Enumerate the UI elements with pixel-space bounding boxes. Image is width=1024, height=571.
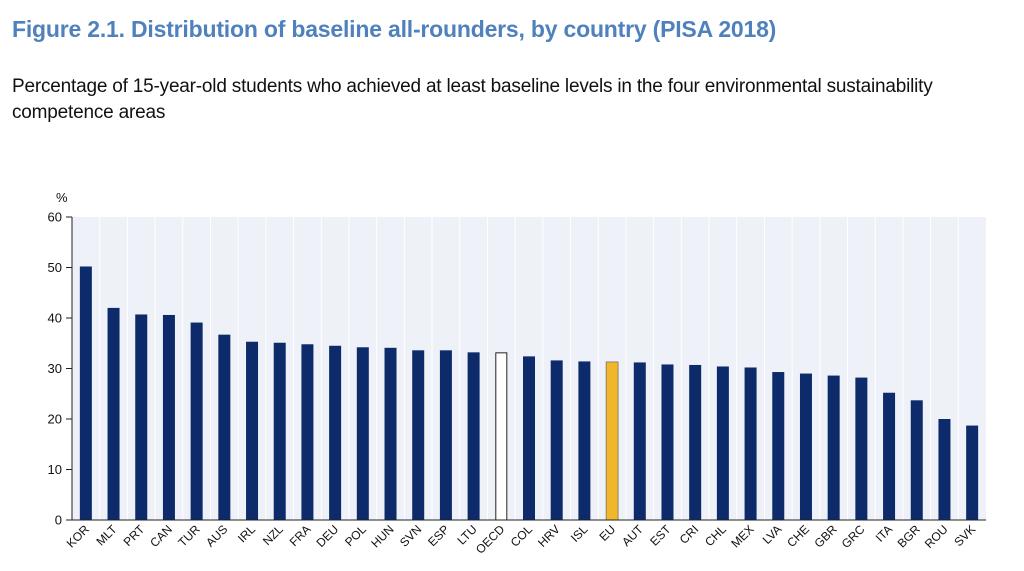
x-tick-label-che: CHE bbox=[784, 522, 812, 550]
y-tick-label: 40 bbox=[48, 311, 62, 326]
bar-fra bbox=[301, 344, 314, 520]
figure-subtitle: Percentage of 15-year-old students who a… bbox=[12, 76, 933, 123]
x-tick-label-pol: POL bbox=[342, 522, 369, 549]
bar-eu bbox=[605, 361, 619, 521]
x-tick-label-can: CAN bbox=[147, 522, 175, 550]
bar-deu bbox=[329, 345, 342, 520]
bar-kor bbox=[79, 266, 92, 520]
x-tick-label-oecd: OECD bbox=[473, 522, 508, 557]
bar-svk bbox=[966, 425, 979, 520]
bar-rou bbox=[938, 419, 951, 520]
x-tick-label-est: EST bbox=[647, 522, 674, 549]
x-tick-label-prt: PRT bbox=[121, 522, 148, 549]
bar-irl bbox=[246, 341, 259, 520]
bar-grc bbox=[855, 377, 868, 520]
bar-mex bbox=[744, 367, 757, 520]
bar-ltu bbox=[467, 352, 480, 520]
bar-hrv bbox=[550, 360, 563, 520]
bar-hun bbox=[384, 347, 397, 520]
bar-cri bbox=[689, 364, 702, 520]
x-tick-label-bgr: BGR bbox=[895, 522, 924, 551]
x-tick-label-cri: CRI bbox=[677, 522, 702, 547]
x-tick-label-svk: SVK bbox=[951, 522, 978, 549]
x-tick-label-esp: ESP bbox=[425, 522, 452, 549]
y-tick-label: 30 bbox=[48, 361, 62, 376]
x-tick-label-hun: HUN bbox=[368, 522, 396, 550]
bar-chl bbox=[716, 366, 729, 520]
x-tick-label-tur: TUR bbox=[175, 522, 203, 550]
x-tick-label-hrv: HRV bbox=[535, 522, 563, 550]
bar-aut bbox=[633, 362, 646, 520]
bar-ita bbox=[883, 392, 896, 520]
x-tick-label-grc: GRC bbox=[839, 522, 868, 551]
bar-est bbox=[661, 364, 674, 520]
bar-isl bbox=[578, 361, 591, 520]
y-tick-label: 20 bbox=[48, 412, 62, 427]
y-tick-label: 0 bbox=[55, 513, 62, 528]
x-tick-label-ita: ITA bbox=[873, 522, 895, 544]
bar-svn bbox=[412, 350, 425, 520]
x-tick-label-fra: FRA bbox=[287, 522, 314, 549]
y-axis-unit: % bbox=[56, 190, 68, 205]
x-tick-label-eu: EU bbox=[597, 522, 619, 544]
bar-aus bbox=[218, 334, 231, 520]
x-tick-label-rou: ROU bbox=[922, 522, 951, 551]
x-tick-label-col: COL bbox=[508, 522, 536, 550]
bar-prt bbox=[135, 314, 148, 520]
bar-lva bbox=[772, 372, 785, 520]
y-tick-label: 60 bbox=[48, 210, 62, 225]
bar-tur bbox=[190, 322, 203, 520]
y-tick-label: 50 bbox=[48, 260, 62, 275]
x-tick-label-isl: ISL bbox=[568, 522, 591, 545]
bar-can bbox=[162, 314, 175, 520]
bar-gbr bbox=[827, 375, 840, 520]
x-tick-label-irl: IRL bbox=[235, 522, 258, 545]
bar-bgr bbox=[910, 400, 923, 520]
y-tick-label: 10 bbox=[48, 462, 62, 477]
x-tick-label-gbr: GBR bbox=[811, 522, 840, 551]
x-tick-label-lva: LVA bbox=[760, 522, 785, 547]
bar-nzl bbox=[273, 342, 286, 520]
x-tick-label-svn: SVN bbox=[397, 522, 424, 549]
bar-pol bbox=[356, 347, 369, 520]
x-tick-label-chl: CHL bbox=[702, 522, 729, 549]
x-tick-label-kor: KOR bbox=[64, 522, 93, 551]
bar-mlt bbox=[107, 307, 120, 520]
bar-oecd bbox=[495, 352, 508, 521]
bar-col bbox=[523, 356, 535, 520]
bar-che bbox=[799, 373, 812, 520]
x-tick-label-mlt: MLT bbox=[93, 522, 120, 549]
x-tick-label-aus: AUS bbox=[203, 522, 230, 549]
x-tick-label-mex: MEX bbox=[728, 522, 756, 550]
x-tick-label-aut: AUT bbox=[619, 522, 646, 549]
bar-esp bbox=[439, 350, 452, 520]
figure-title: Figure 2.1. Distribution of baseline all… bbox=[12, 16, 777, 42]
x-tick-label-deu: DEU bbox=[313, 522, 341, 550]
x-tick-label-nzl: NZL bbox=[260, 522, 286, 548]
